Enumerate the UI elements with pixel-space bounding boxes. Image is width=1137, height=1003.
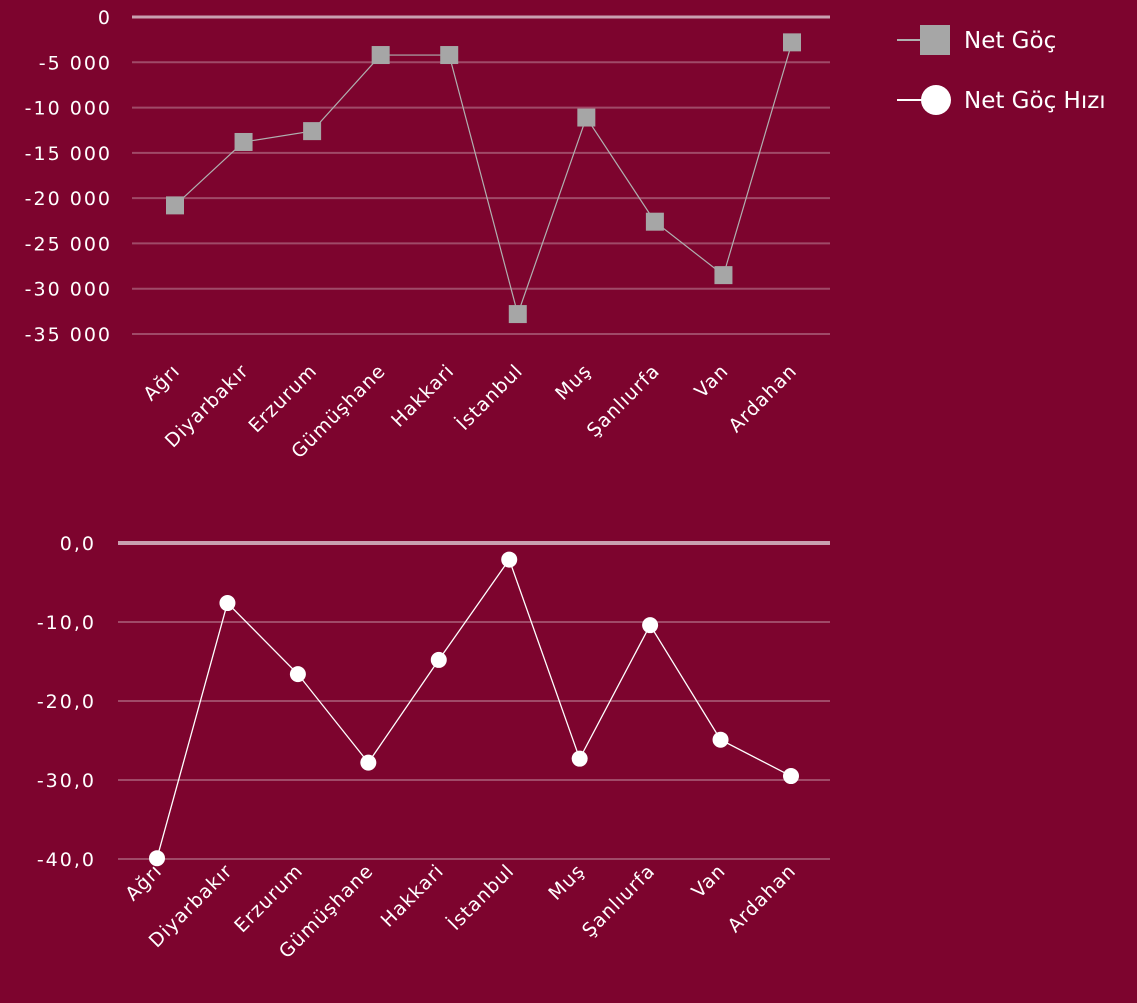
data-point-circle bbox=[430, 651, 447, 668]
x-category-label: Van bbox=[688, 860, 731, 903]
data-point-circle bbox=[501, 551, 518, 568]
x-category-label: Hakkari bbox=[377, 860, 449, 932]
y-tick-label: -10,0 bbox=[37, 612, 96, 634]
x-category-label: Ardahan bbox=[725, 360, 802, 437]
data-point-circle bbox=[289, 666, 306, 683]
data-point-circle bbox=[219, 595, 236, 612]
x-category-label: Muş bbox=[544, 860, 589, 905]
data-point-square bbox=[783, 33, 801, 52]
y-tick-label: -15 000 bbox=[25, 143, 112, 165]
data-point-square bbox=[440, 46, 459, 65]
data-point-circle bbox=[360, 754, 377, 771]
x-category-label: Hakkari bbox=[387, 360, 459, 432]
data-point-square bbox=[371, 46, 390, 65]
legend-label-net-goc-hizi: Net Göç Hızı bbox=[964, 88, 1106, 114]
y-tick-label: -30,0 bbox=[37, 770, 96, 792]
legend-item-net-goc: Net Göç bbox=[897, 25, 1056, 55]
legend-circle-marker bbox=[921, 85, 951, 115]
net-goc-chart: 0 -5 000 -10 000 -15 000 -20 000 -25 000 -30 0… bbox=[25, 7, 830, 463]
legend: Net Göç Net Göç Hızı bbox=[897, 25, 1106, 115]
data-point-square bbox=[714, 266, 733, 285]
x-category-label: Ağrı bbox=[139, 360, 184, 405]
data-point-circle bbox=[642, 617, 659, 634]
y-tick-label: 0,0 bbox=[60, 533, 96, 555]
y-tick-label: -10 000 bbox=[25, 98, 112, 120]
data-point-circle bbox=[783, 768, 799, 785]
y-tick-label: -20,0 bbox=[37, 691, 96, 713]
data-point-circle bbox=[571, 750, 588, 767]
data-point-square bbox=[508, 305, 527, 324]
legend-item-net-goc-hizi: Net Göç Hızı bbox=[897, 85, 1106, 115]
y-tick-label: -25 000 bbox=[25, 233, 112, 255]
data-point-square bbox=[303, 122, 322, 141]
y-tick-label: -40,0 bbox=[37, 849, 96, 871]
data-point-circle bbox=[712, 731, 729, 748]
x-category-label: Muş bbox=[551, 360, 596, 405]
data-point-square bbox=[166, 196, 184, 215]
legend-square-marker bbox=[920, 25, 950, 55]
y-tick-label: -5 000 bbox=[39, 52, 112, 74]
y-tick-label: -35 000 bbox=[25, 324, 112, 346]
x-category-label: Şanlıurfa bbox=[578, 860, 660, 942]
y-tick-label: 0 bbox=[98, 7, 112, 29]
data-point-circle bbox=[149, 850, 165, 867]
net-goc-hizi-chart: 0,0-10,0-20,0-30,0-40,0 AğrıDiyarbakırErz… bbox=[37, 533, 830, 963]
y-tick-label: -20 000 bbox=[25, 188, 112, 210]
x-category-label: Van bbox=[690, 360, 733, 403]
series-line bbox=[156, 558, 792, 859]
legend-label-net-goc: Net Göç bbox=[964, 28, 1056, 54]
y-tick-label: -30 000 bbox=[25, 279, 112, 301]
x-category-label: İstanbul bbox=[452, 359, 528, 435]
x-category-label: Şanlıurfa bbox=[583, 360, 665, 442]
data-point-square bbox=[645, 212, 664, 231]
data-point-square bbox=[577, 108, 596, 127]
x-category-label: Ağrı bbox=[121, 860, 166, 905]
x-category-label: Ardahan bbox=[724, 860, 801, 937]
series-line bbox=[174, 42, 793, 317]
x-category-label: İstanbul bbox=[443, 859, 519, 935]
data-point-square bbox=[234, 132, 253, 151]
